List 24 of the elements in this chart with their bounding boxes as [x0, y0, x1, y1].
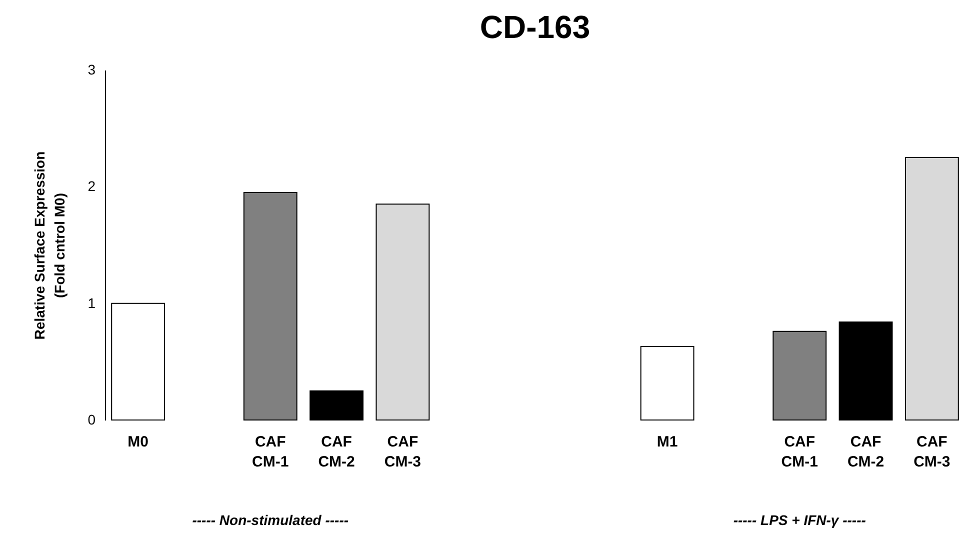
y-tick-label: 0 — [88, 412, 96, 428]
y-axis-title: Relative Surface Expression (Fold cntrol M0) — [32, 151, 68, 340]
bar — [243, 192, 298, 420]
x-tick-label: M1 — [656, 434, 678, 450]
x-tick-label: M0 — [128, 434, 148, 450]
y-tick-label: 1 — [88, 294, 96, 311]
bar — [376, 204, 430, 420]
bar — [772, 330, 827, 420]
x-tick-label: CAF CM-1 — [781, 434, 818, 470]
x-tick-label: CAF CM-3 — [914, 434, 950, 470]
bar — [904, 157, 959, 420]
text: ----- Non-stimulated ----- — [192, 512, 349, 528]
y-tick-label: 2 — [88, 178, 96, 194]
x-tick-label: CAF CM-3 — [384, 434, 422, 470]
bar — [640, 346, 694, 420]
text: ----- LPS + IFN-γ ----- — [733, 512, 866, 528]
x-tick-label: CAF CM-2 — [847, 434, 884, 470]
bar — [111, 302, 166, 420]
x-tick-label: CAF CM-2 — [318, 434, 355, 470]
bar — [310, 390, 364, 420]
chart-title: CD-163 — [480, 9, 590, 45]
x-tick-label: CAF CM-1 — [252, 434, 289, 470]
y-tick-label: 3 — [88, 62, 96, 78]
bar — [838, 322, 893, 420]
